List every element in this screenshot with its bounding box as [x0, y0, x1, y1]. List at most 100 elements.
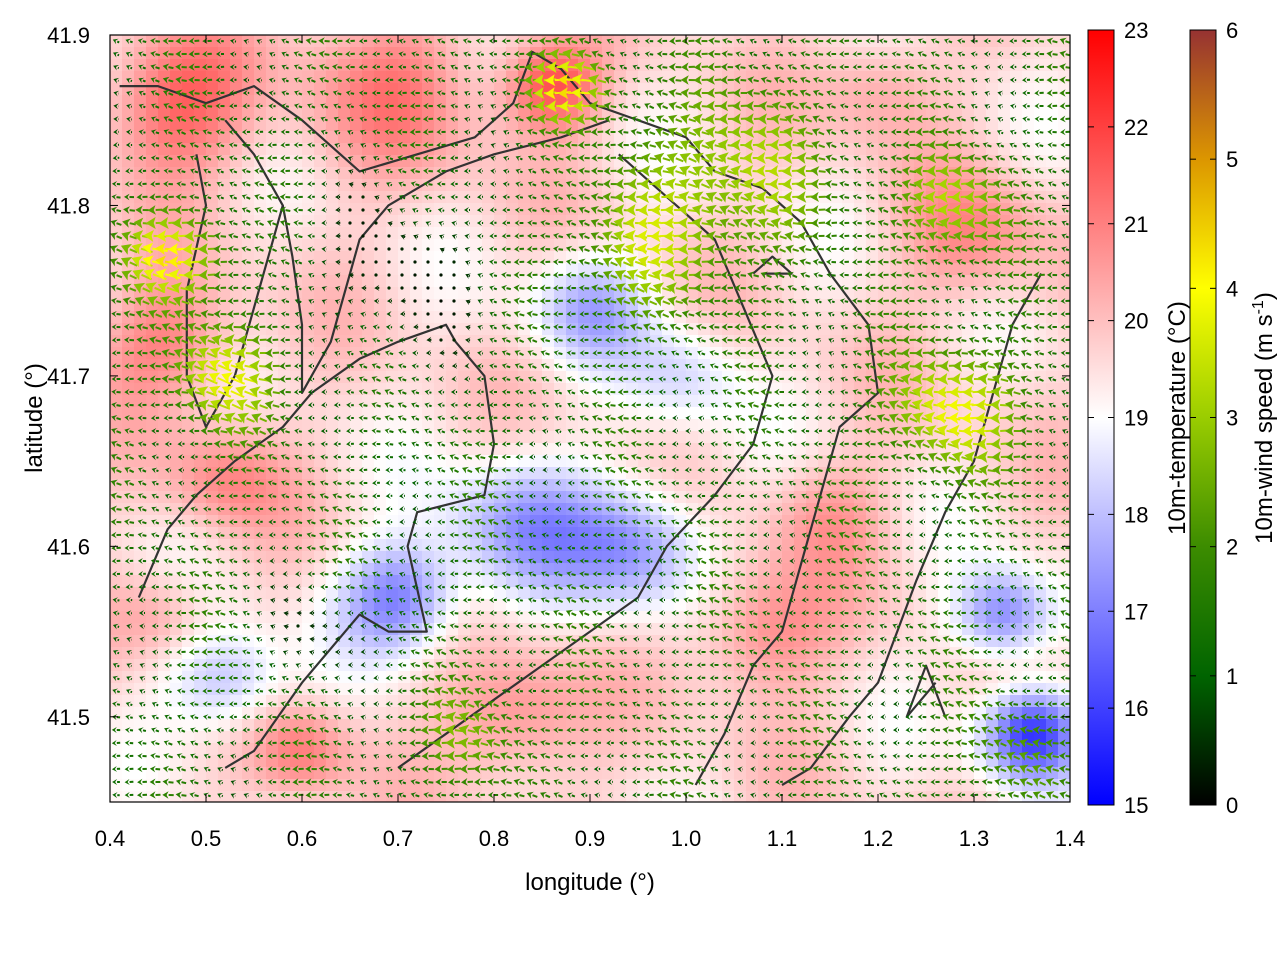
heat-cell: [866, 131, 879, 144]
heat-cell: [326, 203, 339, 216]
heat-cell: [410, 47, 423, 60]
heat-cell: [1010, 635, 1023, 648]
heat-cell: [1058, 119, 1070, 132]
heat-cell: [734, 275, 747, 288]
heat-cell: [386, 479, 399, 492]
heat-cell: [686, 659, 699, 672]
heat-cell: [842, 119, 855, 132]
heat-cell: [554, 215, 567, 228]
heat-cell: [266, 107, 279, 120]
heat-cell: [830, 95, 843, 108]
heat-cell: [386, 275, 399, 288]
heat-cell: [1046, 35, 1059, 48]
heat-cell: [170, 671, 183, 684]
heat-cell: [1034, 527, 1047, 540]
heat-cell: [458, 83, 471, 96]
heat-cell: [662, 383, 675, 396]
heat-cell: [326, 239, 339, 252]
heat-cell: [158, 515, 171, 528]
heat-cell: [1034, 611, 1047, 624]
heat-cell: [1046, 647, 1059, 660]
heat-cell: [1010, 587, 1023, 600]
heat-cell: [542, 467, 555, 480]
heat-cell: [518, 119, 531, 132]
heat-cell: [194, 47, 207, 60]
heat-cell: [842, 659, 855, 672]
heat-cell: [494, 431, 507, 444]
heat-cell: [314, 455, 327, 468]
heat-cell: [890, 323, 903, 336]
heat-cell: [554, 203, 567, 216]
heat-cell: [950, 95, 963, 108]
heat-cell: [506, 131, 519, 144]
heat-cell: [158, 587, 171, 600]
heat-cell: [110, 323, 123, 336]
heat-cell: [314, 695, 327, 708]
heat-cell: [254, 107, 267, 120]
heat-cell: [590, 179, 603, 192]
heat-cell: [1022, 647, 1035, 660]
heat-cell: [266, 287, 279, 300]
heat-cell: [362, 719, 375, 732]
heat-cell: [986, 623, 999, 636]
heat-cell: [458, 575, 471, 588]
heat-cell: [422, 455, 435, 468]
heat-cell: [950, 47, 963, 60]
heat-cell: [578, 347, 591, 360]
heat-cell: [770, 71, 783, 84]
heat-cell: [470, 587, 483, 600]
heat-cell: [866, 107, 879, 120]
heat-cell: [626, 539, 639, 552]
heat-cell: [938, 743, 951, 756]
heat-cell: [1046, 575, 1059, 588]
heat-cell: [890, 575, 903, 588]
heat-cell: [554, 539, 567, 552]
heat-cell: [962, 47, 975, 60]
heat-cell: [1046, 395, 1059, 408]
heat-cell: [998, 479, 1011, 492]
heat-cell: [914, 743, 927, 756]
heat-cell: [230, 71, 243, 84]
heat-cell: [818, 431, 831, 444]
heat-cell: [758, 743, 771, 756]
heat-cell: [530, 695, 543, 708]
heat-cell: [470, 119, 483, 132]
heat-cell: [578, 323, 591, 336]
heat-cell: [818, 635, 831, 648]
heat-cell: [938, 143, 951, 156]
heat-cell: [350, 203, 363, 216]
heat-cell: [830, 299, 843, 312]
heat-cell: [1058, 47, 1070, 60]
heat-cell: [578, 719, 591, 732]
heat-cell: [242, 215, 255, 228]
heat-cell: [158, 59, 171, 72]
heat-cell: [434, 215, 447, 228]
heat-cell: [350, 131, 363, 144]
heat-cell: [374, 515, 387, 528]
heat-cell: [1010, 347, 1023, 360]
heat-cell: [710, 431, 723, 444]
heat-cell: [326, 455, 339, 468]
heat-cell: [122, 455, 135, 468]
heat-cell: [398, 47, 411, 60]
heat-cell: [590, 659, 603, 672]
heat-cell: [518, 455, 531, 468]
heat-cell: [158, 107, 171, 120]
heat-cell: [446, 587, 459, 600]
heat-cell: [110, 779, 123, 792]
heat-cell: [122, 119, 135, 132]
heat-cell: [590, 131, 603, 144]
heat-cell: [830, 131, 843, 144]
heat-cell: [494, 59, 507, 72]
heat-cell: [458, 635, 471, 648]
heat-cell: [350, 47, 363, 60]
heat-cell: [206, 191, 219, 204]
heat-cell: [842, 479, 855, 492]
heat-cell: [206, 131, 219, 144]
heat-cell: [350, 479, 363, 492]
heat-cell: [302, 527, 315, 540]
heat-cell: [110, 143, 123, 156]
heat-cell: [530, 395, 543, 408]
heat-cell: [350, 647, 363, 660]
heat-cell: [638, 83, 651, 96]
